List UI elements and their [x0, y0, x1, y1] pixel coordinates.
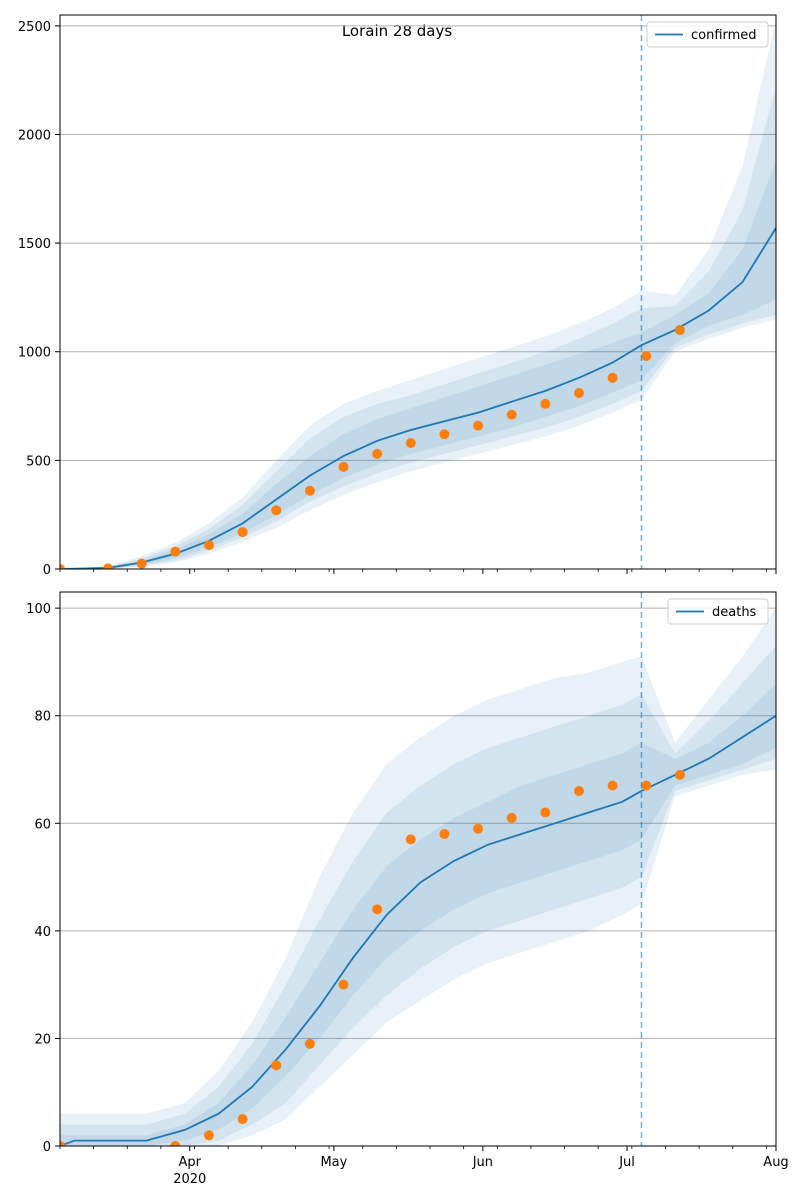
x-tick-label: Apr [178, 1155, 201, 1170]
legend-deaths: deaths [667, 598, 769, 625]
observed-point [304, 1038, 315, 1049]
x-tick-label: Aug [763, 1155, 788, 1170]
observed-point [405, 437, 416, 448]
observed-point [271, 505, 282, 516]
x-tick-label: May [320, 1155, 347, 1170]
observed-point [136, 558, 147, 569]
x-tick-label: Jun [472, 1155, 493, 1170]
observed-point [203, 1130, 214, 1141]
observed-point [674, 325, 685, 336]
observed-point [304, 485, 315, 496]
confidence-band-1 [60, 683, 776, 1146]
panels: 0 500 1000 1500 2000 2500 confirmed 0 20 40 60 80 10… [18, 14, 777, 1155]
y-tick-label: 2500 [18, 20, 51, 35]
y-tick-label: 60 [34, 817, 51, 832]
observed-point [170, 546, 181, 557]
observed-point [607, 780, 618, 791]
observed-point [237, 1114, 248, 1125]
observed-point [573, 786, 584, 797]
x-year-label: 2020 [173, 1172, 206, 1187]
observed-point [271, 1060, 282, 1071]
observed-point [237, 527, 248, 538]
observed-point [641, 351, 652, 362]
y-tick-label: 0 [43, 1140, 51, 1155]
observed-point [405, 834, 416, 845]
confidence-band-3 [60, 19, 776, 569]
y-tick-label: 2000 [18, 128, 51, 143]
y-tick-label: 1000 [18, 346, 51, 361]
observed-point [203, 540, 214, 551]
observed-point [60, 1141, 65, 1146]
confidence-band-3 [60, 608, 776, 1146]
x-axis: Apr May Jun Jul Aug 2020 [59, 569, 789, 1187]
x-tick-label: Jul [618, 1155, 635, 1170]
confidence-band-2 [60, 86, 776, 569]
observed-point [473, 420, 484, 431]
confidence-band-1 [60, 160, 776, 569]
plot-area [60, 608, 776, 1146]
plot-frame [59, 14, 777, 570]
observed-point [170, 1141, 181, 1146]
observed-point [607, 372, 618, 383]
observed-point [540, 398, 551, 409]
observed-point [60, 564, 65, 569]
legend-box [646, 21, 769, 48]
observed-point [103, 563, 114, 569]
y-tick-label: 20 [34, 1032, 51, 1047]
observed-point [439, 429, 450, 440]
observed-point [372, 904, 383, 915]
observed-point [641, 780, 652, 791]
model-line-confirmed [60, 227, 776, 569]
panel-confirmed: 0 500 1000 1500 2000 2500 confirmed [18, 14, 777, 578]
y-tick-label: 40 [34, 925, 51, 940]
y-tick-label: 1500 [18, 237, 51, 252]
y-tick-label: 500 [26, 454, 51, 469]
y-tick-label: 0 [43, 563, 51, 578]
confidence-band-2 [60, 645, 776, 1146]
legend-confirmed: confirmed [646, 21, 769, 48]
legend-box [667, 598, 769, 625]
observed-point [473, 823, 484, 834]
chart-title: Lorain 28 days [342, 22, 453, 40]
observed-point [338, 979, 349, 990]
observed-point [372, 448, 383, 459]
y-tick-label: 100 [26, 602, 51, 617]
observed-point [506, 409, 517, 420]
observed-point [573, 388, 584, 399]
observed-point [540, 807, 551, 818]
model-line-deaths [60, 714, 776, 1146]
observed-point [338, 461, 349, 472]
plot-frame [59, 591, 777, 1147]
y-tick-label: 80 [34, 710, 51, 725]
legend-label: confirmed [691, 28, 757, 43]
observed-point [674, 769, 685, 780]
observed-point [506, 812, 517, 823]
panel-deaths: 0 20 40 60 80 100 deaths [26, 591, 777, 1155]
plot-area [60, 19, 776, 569]
observed-point [439, 829, 450, 840]
legend-label: deaths [712, 605, 757, 620]
